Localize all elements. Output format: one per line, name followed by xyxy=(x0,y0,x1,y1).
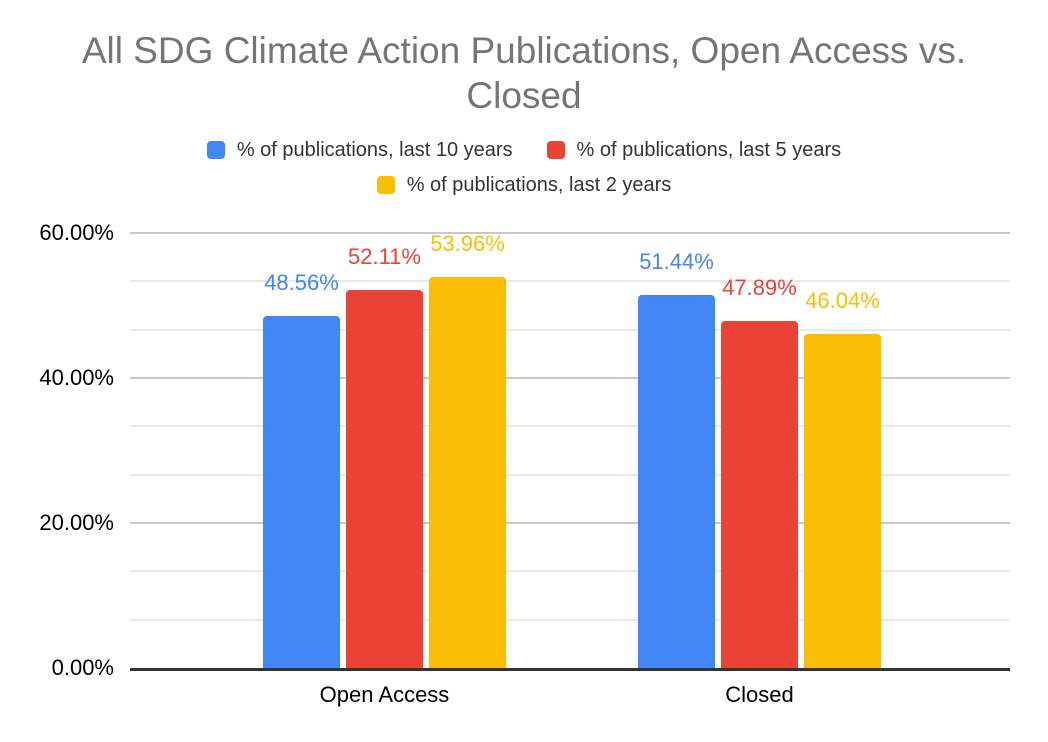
gridline-major xyxy=(130,522,1010,524)
y-axis-tick-label: 20.00% xyxy=(39,510,114,535)
gridline-major xyxy=(130,232,1010,234)
gridline-minor xyxy=(130,474,1010,476)
gridline-minor xyxy=(130,619,1010,621)
bar xyxy=(346,290,423,668)
bar xyxy=(263,316,340,668)
gridline-minor xyxy=(130,425,1010,427)
bar xyxy=(804,334,881,668)
bar xyxy=(721,321,798,668)
gridline-major xyxy=(130,377,1010,379)
legend-color-swatch-icon xyxy=(376,176,395,194)
legend-item: % of publications, last 2 years xyxy=(376,174,672,196)
bar-value-label: 47.89% xyxy=(722,275,797,300)
x-axis-category-label: Closed xyxy=(725,682,794,707)
bar-value-label: 53.96% xyxy=(430,231,505,256)
chart-title: All SDG Climate Action Publications, Ope… xyxy=(81,30,967,116)
bar-value-label: 52.11% xyxy=(348,244,421,269)
legend-color-swatch-icon xyxy=(546,141,565,159)
bar xyxy=(429,277,506,668)
x-axis-category-label: Open Access xyxy=(319,682,450,707)
gridline-minor xyxy=(130,329,1010,331)
bar-value-label: 48.56% xyxy=(264,270,339,295)
y-axis-tick-label: 40.00% xyxy=(39,365,114,390)
y-axis-tick-label: 0.00% xyxy=(51,655,114,680)
bar xyxy=(638,295,715,668)
bar-value-label: 51.44% xyxy=(639,249,714,274)
legend-label: % of publications, last 2 years xyxy=(406,174,672,196)
gridline-minor xyxy=(130,280,1010,282)
legend-label: % of publications, last 5 years xyxy=(576,139,842,161)
x-axis-line xyxy=(130,668,1010,671)
plot-area: 48.56% 52.11% 53.96% Open Access 51.44% 47.89… xyxy=(130,231,1010,707)
gridline-minor xyxy=(130,570,1010,572)
y-axis-tick-label: 60.00% xyxy=(39,220,114,245)
legend-label: % of publications, last 10 years xyxy=(236,139,513,161)
legend-item: % of publications, last 5 years xyxy=(546,139,842,161)
bar-value-label: 46.04% xyxy=(805,288,880,313)
legend-item: % of publications, last 10 years xyxy=(206,139,513,161)
legend: % of publications, last 10 years % of pub… xyxy=(114,139,934,196)
legend-color-swatch-icon xyxy=(206,141,225,159)
